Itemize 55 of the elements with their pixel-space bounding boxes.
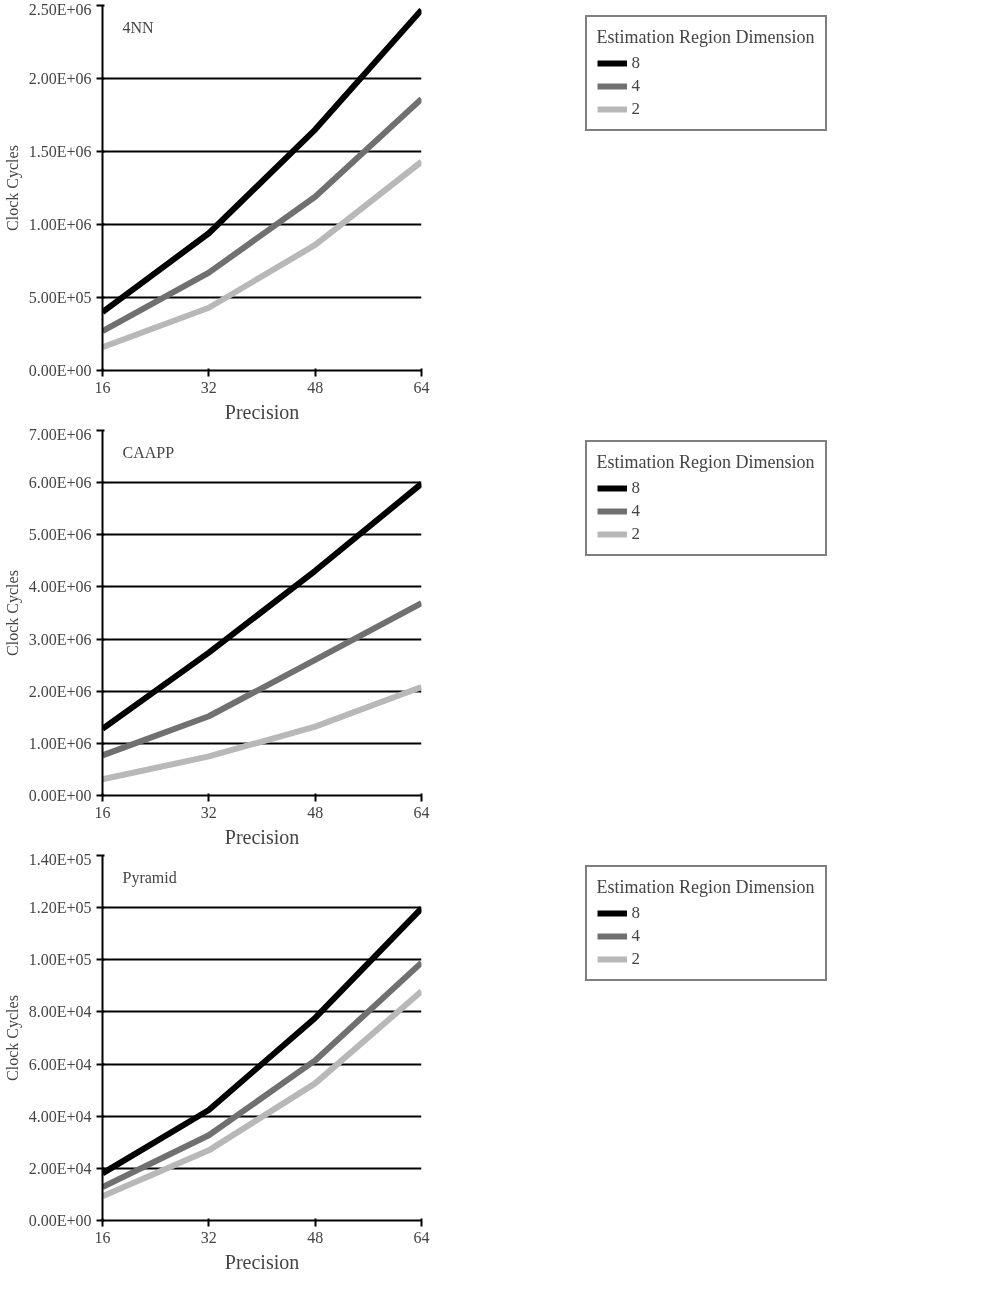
x-tick-label: 64 xyxy=(413,1228,430,1246)
y-tick-label: 4.00E+06 xyxy=(28,578,92,596)
y-tick-label: 2.00E+06 xyxy=(28,682,92,700)
legend-label: 8 xyxy=(631,53,641,73)
x-tick-label: 32 xyxy=(200,378,217,396)
y-axis-title: Clock Cycles xyxy=(3,145,22,231)
legend-label: 4 xyxy=(631,926,641,946)
legend-label: 8 xyxy=(631,903,641,923)
y-axis-title: Clock Cycles xyxy=(3,570,22,656)
x-tick-label: 16 xyxy=(94,1228,111,1246)
annotation: Pyramid xyxy=(122,868,177,887)
y-tick-label: 0.00E+00 xyxy=(28,1212,92,1229)
legend-title: Estimation Region Dimension xyxy=(596,877,815,898)
legend-label: 4 xyxy=(631,501,641,521)
y-tick-label: 1.20E+05 xyxy=(28,899,92,917)
y-axis-title: Clock Cycles xyxy=(3,995,22,1081)
legend-title: Estimation Region Dimension xyxy=(596,27,815,48)
y-tick-label: 5.00E+06 xyxy=(28,526,92,544)
y-tick-label: 6.00E+04 xyxy=(28,1055,92,1073)
x-tick-label: 48 xyxy=(307,378,324,396)
legend-label: 8 xyxy=(631,478,641,498)
y-tick-label: 8.00E+04 xyxy=(28,1003,92,1021)
y-tick-label: 2.00E+04 xyxy=(28,1159,92,1177)
x-tick-label: 48 xyxy=(307,803,324,821)
x-tick-label: 16 xyxy=(94,378,111,396)
legend-label: 2 xyxy=(631,99,641,119)
x-axis-title: Precision xyxy=(224,1250,300,1273)
y-tick-label: 1.50E+06 xyxy=(28,143,92,160)
x-tick-label: 32 xyxy=(200,1228,217,1246)
legend-label: 4 xyxy=(631,76,641,96)
y-tick-label: 7.00E+06 xyxy=(28,425,92,443)
y-tick-label: 0.00E+00 xyxy=(28,362,92,379)
y-tick-label: 0.00E+00 xyxy=(28,787,92,804)
y-tick-label: 1.00E+06 xyxy=(28,216,92,233)
x-axis-title: Precision xyxy=(224,825,300,848)
x-axis-title: Precision xyxy=(224,400,300,423)
y-tick-label: 3.00E+06 xyxy=(28,630,92,648)
x-tick-label: 64 xyxy=(413,803,430,821)
annotation: 4NN xyxy=(122,18,155,36)
y-tick-label: 2.00E+06 xyxy=(28,70,92,87)
legend-title: Estimation Region Dimension xyxy=(596,452,815,473)
y-tick-label: 2.50E+06 xyxy=(28,0,92,18)
y-tick-label: 5.00E+05 xyxy=(28,289,92,306)
x-tick-label: 64 xyxy=(413,378,430,396)
y-tick-label: 1.00E+06 xyxy=(28,734,92,752)
legend-label: 2 xyxy=(631,524,641,544)
y-tick-label: 4.00E+04 xyxy=(28,1107,92,1125)
legend-label: 2 xyxy=(631,949,641,969)
y-tick-label: 6.00E+06 xyxy=(28,474,92,492)
x-tick-label: 48 xyxy=(307,1228,324,1246)
y-tick-label: 1.00E+05 xyxy=(28,951,92,969)
y-tick-label: 1.40E+05 xyxy=(28,850,92,868)
annotation: CAAPP xyxy=(122,443,175,461)
x-tick-label: 32 xyxy=(200,803,217,821)
x-tick-label: 16 xyxy=(94,803,111,821)
